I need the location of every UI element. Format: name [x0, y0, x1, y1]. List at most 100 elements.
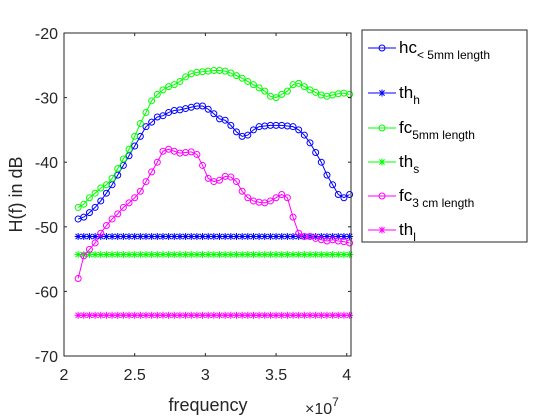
data-point: [182, 73, 190, 81]
data-point: [204, 105, 212, 113]
data-point: [148, 118, 156, 126]
legend: hc< 5mm length thh fc5mm length ths fc3 cm l…: [361, 29, 528, 244]
series-layer: [74, 66, 354, 319]
data-point: [108, 174, 116, 182]
x-axis-exponent-base: ×10: [305, 401, 332, 418]
data-point: [249, 81, 257, 89]
data-point: [232, 178, 240, 186]
legend-marker: [378, 44, 386, 52]
data-point: [272, 94, 280, 102]
legend-entry: hc< 5mm length: [368, 38, 490, 62]
data-point: [153, 158, 161, 166]
data-point: [85, 245, 93, 253]
legend-label: thl: [399, 220, 416, 244]
data-point: [278, 90, 286, 98]
legend-entry: thh: [368, 83, 420, 107]
y-axis-label: H(f) in dB: [6, 156, 26, 232]
data-point: [97, 311, 105, 319]
data-point: [283, 87, 291, 95]
data-point: [199, 161, 207, 169]
legend-entry: fc3 cm length: [368, 186, 474, 210]
x-tick-label: 2.5: [124, 367, 146, 384]
data-point: [216, 176, 224, 184]
data-point: [114, 210, 122, 218]
data-point: [85, 209, 93, 217]
data-point: [227, 121, 235, 129]
data-point: [238, 187, 246, 195]
data-point: [238, 74, 246, 82]
data-point: [102, 189, 110, 197]
data-point: [187, 311, 195, 319]
data-point: [91, 239, 99, 247]
data-point: [312, 88, 320, 96]
data-point: [261, 87, 269, 95]
data-point: [153, 90, 161, 98]
data-point: [238, 251, 246, 259]
series-4: [74, 251, 354, 259]
legend-label: fc5mm length: [399, 118, 475, 142]
data-point: [323, 311, 331, 319]
data-point: [159, 112, 167, 120]
data-point: [165, 311, 173, 319]
legend-label: thh: [399, 83, 420, 107]
legend-entry: thl: [368, 220, 416, 244]
data-point: [142, 178, 150, 186]
data-point: [312, 149, 320, 157]
data-point: [340, 311, 348, 319]
data-point: [114, 165, 122, 173]
data-point: [136, 119, 144, 127]
data-point: [227, 311, 235, 319]
data-point: [295, 251, 303, 259]
data-point: [221, 311, 229, 319]
data-point: [210, 311, 218, 319]
legend-marker: [378, 226, 386, 234]
data-point: [199, 251, 207, 259]
data-point: [261, 232, 269, 240]
data-point: [334, 251, 342, 259]
data-point: [289, 123, 297, 131]
data-point: [102, 251, 110, 259]
data-point: [312, 251, 320, 259]
data-point: [232, 128, 240, 136]
y-tick-label: -40: [35, 155, 58, 172]
data-point: [289, 213, 297, 221]
data-point: [278, 191, 286, 198]
x-tick-label: 4: [342, 367, 351, 384]
data-point: [210, 232, 218, 240]
data-point: [176, 77, 184, 85]
data-point: [334, 191, 342, 198]
y-tick-label: -30: [35, 91, 58, 108]
series-line: [77, 69, 350, 208]
series-6: [74, 311, 354, 319]
data-point: [255, 251, 263, 259]
x-axis-exponent-power: 7: [332, 395, 339, 409]
data-point: [272, 194, 280, 202]
data-point: [210, 251, 218, 259]
data-point: [278, 311, 286, 319]
data-point: [329, 251, 337, 259]
data-point: [266, 311, 274, 319]
data-point: [346, 311, 354, 319]
x-tick-label: 2: [60, 367, 69, 384]
x-axis-label: frequency: [168, 395, 247, 415]
data-point: [125, 199, 133, 207]
data-point: [204, 311, 212, 319]
data-point: [323, 171, 331, 179]
plot-frame: [63, 32, 352, 357]
data-point: [131, 194, 139, 202]
data-point: [91, 203, 99, 211]
data-point: [221, 116, 229, 124]
data-point: [346, 232, 354, 240]
data-point: [295, 79, 303, 87]
x-axis-exponent: ×107: [305, 395, 339, 418]
data-point: [232, 72, 240, 80]
data-point: [102, 222, 110, 230]
data-point: [136, 187, 144, 195]
data-point: [300, 131, 308, 139]
data-point: [295, 229, 303, 237]
data-point: [85, 311, 93, 319]
x-tick-label: 3.5: [265, 367, 287, 384]
legend-entry: ths: [368, 152, 419, 176]
data-point: [306, 86, 314, 94]
data-point: [159, 86, 167, 94]
